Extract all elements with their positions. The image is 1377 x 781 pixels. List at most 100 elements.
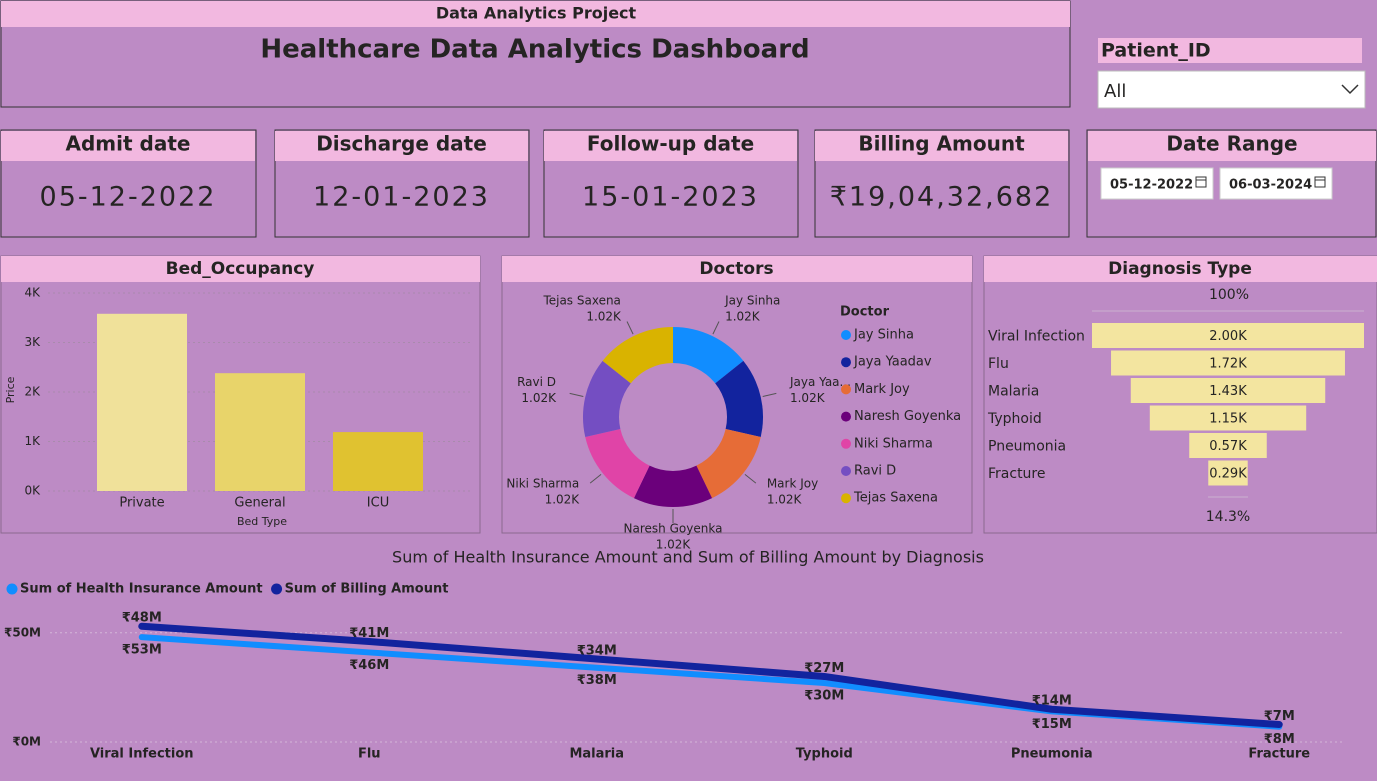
legend-label[interactable]: Sum of Health Insurance Amount bbox=[20, 582, 263, 597]
x-tick-label: Viral Infection bbox=[90, 747, 194, 762]
donut-slice bbox=[715, 360, 763, 438]
card-title: Discharge date bbox=[316, 132, 487, 156]
card-title: Admit date bbox=[66, 132, 191, 156]
card-title: Billing Amount bbox=[858, 132, 1025, 156]
bar bbox=[215, 373, 305, 491]
donut-slice bbox=[583, 360, 631, 438]
legend-swatch bbox=[271, 583, 283, 595]
card-header bbox=[275, 131, 528, 161]
data-label-value: 1.02K bbox=[545, 492, 581, 506]
y-axis-label: Price bbox=[4, 376, 17, 403]
x-tick-label: General bbox=[234, 496, 285, 511]
date-value: 05-12-2022 bbox=[1110, 178, 1193, 193]
date-input[interactable] bbox=[1100, 167, 1214, 200]
funnel-bar bbox=[1130, 378, 1326, 403]
data-label-name: Mark Joy bbox=[767, 476, 818, 490]
chart-title: Sum of Health Insurance Amount and Sum o… bbox=[392, 548, 984, 567]
leader-line bbox=[744, 473, 757, 484]
y-tick-label: 2K bbox=[24, 385, 41, 399]
funnel-value-label: 2.00K bbox=[1209, 329, 1247, 344]
funnel-category: Fracture bbox=[988, 466, 1046, 482]
y-tick-label: ₹0M bbox=[12, 735, 41, 749]
leader-line bbox=[712, 321, 720, 335]
data-label: ₹27M bbox=[804, 661, 844, 676]
data-label: ₹41M bbox=[349, 626, 389, 641]
data-label: ₹7M bbox=[1264, 709, 1295, 724]
data-label: ₹14M bbox=[1032, 694, 1072, 709]
card-title: Date Range bbox=[1166, 132, 1297, 156]
card-value: 05-12-2022 bbox=[40, 182, 217, 213]
leader-line bbox=[626, 321, 634, 335]
dropdown-chevron bbox=[1341, 84, 1359, 95]
legend-label[interactable]: Jay Sinha bbox=[853, 328, 914, 343]
legend-label[interactable]: Mark Joy bbox=[854, 382, 910, 397]
funnel-bar bbox=[1149, 405, 1307, 431]
legend-label[interactable]: Jaya Yaadav bbox=[853, 355, 932, 370]
funnel-value-label: 1.72K bbox=[1209, 357, 1247, 372]
funnel-value-label: 1.15K bbox=[1209, 412, 1247, 427]
data-label: ₹34M bbox=[577, 643, 617, 658]
y-tick-label: 1K bbox=[24, 434, 41, 448]
x-tick-label: Fracture bbox=[1248, 747, 1310, 762]
legend-label[interactable]: Niki Sharma bbox=[854, 436, 933, 451]
y-tick-label: ₹50M bbox=[4, 625, 41, 639]
slicer-dropdown[interactable] bbox=[1097, 70, 1366, 109]
donut-slice bbox=[633, 465, 713, 507]
funnel-bar bbox=[1092, 323, 1364, 348]
legend-swatch bbox=[841, 330, 851, 340]
card-value: 15-01-2023 bbox=[582, 182, 759, 213]
bar bbox=[333, 432, 423, 491]
data-label-name: Jay Sinha bbox=[724, 293, 780, 307]
donut-slice bbox=[585, 429, 650, 499]
slicer-label-band bbox=[1098, 38, 1362, 63]
funnel-category: Malaria bbox=[988, 384, 1039, 400]
x-tick-label: Flu bbox=[358, 747, 381, 762]
x-tick-label: Typhoid bbox=[796, 747, 853, 762]
legend-swatch bbox=[841, 493, 851, 504]
legend-label[interactable]: Ravi D bbox=[854, 464, 896, 479]
x-axis-label: Bed Type bbox=[237, 515, 287, 528]
data-label: ₹8M bbox=[1264, 732, 1295, 747]
funnel-bar bbox=[1189, 433, 1267, 458]
funnel-top-label: 100% bbox=[1209, 287, 1249, 303]
data-label: ₹38M bbox=[577, 673, 617, 688]
x-tick-label: Pneumonia bbox=[1011, 747, 1093, 762]
legend-label[interactable]: Naresh Goyenka bbox=[854, 409, 961, 424]
donut-slice bbox=[602, 327, 673, 384]
data-label-value: 1.02K bbox=[656, 538, 692, 552]
donut-slice bbox=[696, 429, 761, 499]
header-band bbox=[1, 1, 1070, 27]
data-label: ₹46M bbox=[349, 658, 389, 673]
calendar-icon bbox=[1314, 176, 1326, 188]
legend-label[interactable]: Tejas Saxena bbox=[853, 491, 938, 506]
data-label: ₹30M bbox=[804, 689, 844, 704]
x-tick-label: Malaria bbox=[569, 747, 624, 762]
card-value: 12-01-2023 bbox=[313, 182, 490, 213]
data-label-value: 1.02K bbox=[521, 391, 557, 405]
data-label-name: Tejas Saxena bbox=[542, 293, 620, 307]
funnel-category: Pneumonia bbox=[988, 439, 1066, 455]
date-input[interactable] bbox=[1219, 167, 1333, 200]
legend-title: Doctor bbox=[840, 305, 890, 320]
funnel-value-label: 0.29K bbox=[1209, 467, 1247, 482]
panel-title: Doctors bbox=[699, 259, 773, 279]
card-header bbox=[1088, 131, 1376, 161]
header-subtitle: Data Analytics Project bbox=[436, 4, 637, 23]
data-label: ₹53M bbox=[122, 643, 162, 658]
legend-label[interactable]: Sum of Billing Amount bbox=[285, 582, 449, 597]
data-label-name: Naresh Goyenka bbox=[624, 522, 723, 536]
funnel-category: Flu bbox=[988, 356, 1009, 372]
legend-swatch bbox=[6, 583, 18, 595]
funnel-bottom-label: 14.3% bbox=[1206, 509, 1250, 525]
bar bbox=[97, 313, 187, 491]
y-tick-label: 3K bbox=[24, 335, 41, 349]
legend-swatch bbox=[841, 438, 851, 449]
y-tick-label: 4K bbox=[24, 286, 41, 300]
leader-line bbox=[569, 392, 584, 398]
funnel-bar bbox=[1208, 460, 1248, 486]
y-tick-label: 0K bbox=[24, 484, 41, 498]
legend-swatch bbox=[841, 466, 851, 476]
data-label: ₹15M bbox=[1032, 717, 1072, 732]
